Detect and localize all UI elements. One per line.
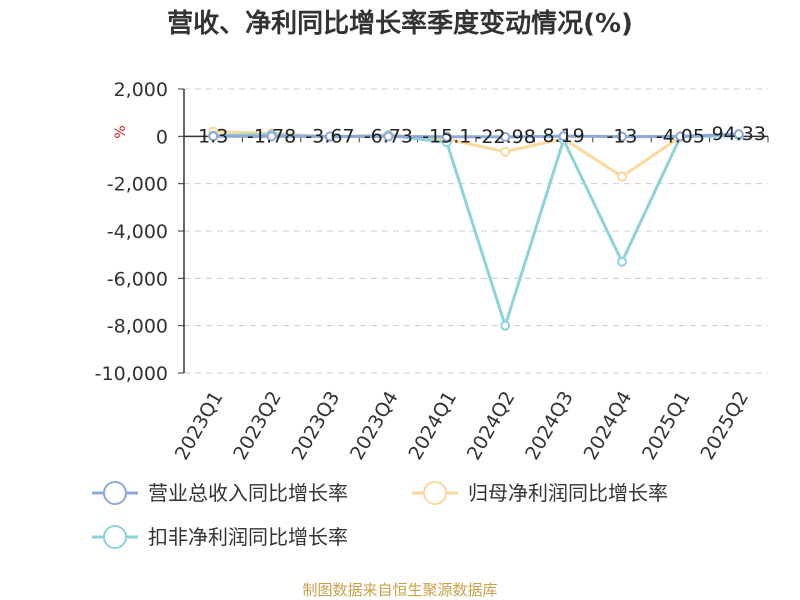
y-tick-label: -6,000 [107,268,168,290]
y-tick-label: 0 [156,126,168,148]
data-point [383,131,394,142]
legend-label: 扣非净利润同比增长率 [148,525,348,549]
data-point [208,131,219,142]
y-tick-label: -4,000 [107,221,168,243]
series-line [213,132,739,328]
y-tick-label: -10,000 [95,363,168,385]
x-tick-label: 2024Q3 [521,388,578,464]
data-labels: 1.3 -1.78 -3.67 -6.73 -15.1 -22.98 8.19 -13 -4.0… [198,123,766,148]
data-point [675,131,686,142]
x-tick-label: 2024Q1 [404,388,461,464]
legend-label: 归母净利润同比增长率 [468,481,668,505]
x-tick-label: 2025Q1 [638,388,695,464]
legend-label: 营业总收入同比增长率 [148,481,348,505]
data-label: -6.73 [364,125,413,147]
x-tick-label: 2023Q1 [171,388,228,464]
y-tick-label: 2,000 [114,79,168,101]
data-point [617,256,627,267]
data-point [617,171,627,182]
data-label: -15.1 [422,126,471,148]
data-label: 8.19 [542,125,584,147]
grid [184,88,768,374]
data-point [325,131,335,142]
source-note: 制图数据来自恒生聚源数据库 [302,581,497,599]
data-point [266,131,277,142]
series-line [213,132,739,139]
legend-item: 归母净利润同比增长率 [412,481,668,505]
data-point [441,131,452,142]
legend-item: 扣非净利润同比增长率 [92,525,348,549]
data-label: 94.33 [712,123,766,145]
data-label: -13 [606,126,637,148]
y-unit-label: % [113,125,129,138]
data-label: -1.78 [247,125,296,147]
data-point [733,129,744,140]
data-label: -22.98 [475,126,536,148]
legend-marker [423,481,447,505]
data-point [500,320,511,331]
chart-title: 营收、净利同比增长率季度变动情况(%) [167,8,633,39]
data-label: -3.67 [305,125,354,147]
legend-marker [103,525,127,549]
data-point [558,131,569,142]
data-label: -4.05 [656,125,705,147]
legend-marker [103,481,127,505]
data-point [500,131,511,142]
data-label: 1.3 [198,125,228,147]
legend-item: 营业总收入同比增长率 [92,481,348,505]
x-tick-label: 2023Q3 [288,388,345,464]
y-tick-label: -2,000 [107,174,168,196]
y-tick-label: -8,000 [107,316,168,338]
series-lines [208,126,744,331]
x-tick-label: 2023Q2 [229,388,286,464]
data-point [617,131,627,142]
x-tick-label: 2024Q4 [580,388,637,464]
x-tick-label: 2023Q4 [346,388,403,464]
data-point [500,146,511,157]
x-tick-label: 2025Q2 [696,388,753,464]
x-tick-label: 2024Q2 [463,388,520,464]
